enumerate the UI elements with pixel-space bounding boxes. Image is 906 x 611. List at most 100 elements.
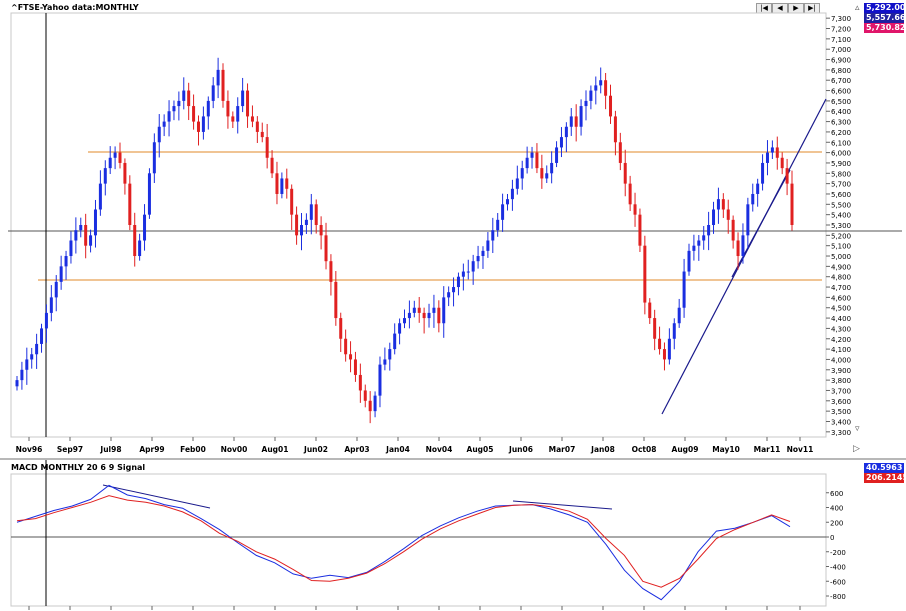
candle-body <box>123 162 127 184</box>
candle-body <box>20 369 24 381</box>
candle-body <box>280 178 284 194</box>
candle-body <box>35 343 39 355</box>
candle-body <box>201 116 205 132</box>
candle-body <box>299 225 303 236</box>
candle-body <box>726 209 730 220</box>
price-x-tick-label: Jun06 <box>508 445 533 454</box>
candle-body <box>15 380 19 387</box>
signal-line <box>16 495 791 588</box>
candle-body <box>741 235 745 257</box>
candle-body <box>89 235 93 246</box>
price-y-tick-label: 6,700 <box>831 77 851 85</box>
candle-body <box>584 100 588 107</box>
price-y-tick-label: 6,000 <box>831 150 851 158</box>
candle-body <box>712 209 716 225</box>
candle-body <box>790 183 794 225</box>
candle-body <box>211 85 215 101</box>
macd-value-badge: 40.5963 <box>864 463 904 473</box>
price-y-tick-label: 6,200 <box>831 129 851 137</box>
candle-body <box>329 261 333 282</box>
candle-body <box>456 276 460 288</box>
time-scroll-icon[interactable]: ▷ <box>853 444 860 454</box>
candle-body <box>388 349 392 360</box>
candle-body <box>54 281 58 298</box>
macd-line <box>16 484 791 601</box>
price-y-tick-label: 6,400 <box>831 108 851 116</box>
candle-body <box>196 121 200 132</box>
macd-chart-svg: 600 400 200 0 -200 -400 -600 -800 <box>10 460 846 610</box>
candle-body <box>604 80 608 96</box>
candlestick-series <box>15 57 794 424</box>
candle-body <box>736 240 740 257</box>
candle-body <box>363 390 367 401</box>
candle-body <box>290 188 294 215</box>
price-chart-panel[interactable]: ^FTSE-Yahoo data:MONTHLY |◀ ◀ ▶ ▶| ▵ ▿ ▷… <box>0 0 906 458</box>
last-price-badge: 5,292.00 <box>864 3 906 13</box>
candle-body <box>417 307 421 313</box>
signal-value-badge: 206.2145 <box>864 473 906 483</box>
candle-body <box>69 240 73 257</box>
candle-body <box>84 225 88 246</box>
candle-body <box>344 338 348 355</box>
macd-y-tick-label: -800 <box>830 593 846 601</box>
price-y-tick-label: 4,300 <box>831 325 851 333</box>
price-y-tick-label: 5,100 <box>831 243 851 251</box>
macd-y-tick-label: -400 <box>830 564 846 572</box>
candle-body <box>368 400 372 412</box>
candle-body <box>103 168 107 184</box>
candle-body <box>775 147 779 158</box>
candle-body <box>535 152 539 169</box>
candle-body <box>30 354 34 360</box>
price-y-tick-label: 4,000 <box>831 356 851 364</box>
price-y-tick-label: 5,800 <box>831 170 851 178</box>
price-y-tick-label: 6,500 <box>831 98 851 106</box>
candle-body <box>471 261 475 272</box>
scroll-down-icon[interactable]: ▿ <box>855 424 860 434</box>
candle-body <box>275 173 279 194</box>
candle-body <box>687 250 691 272</box>
price-y-tick-label: 5,400 <box>831 212 851 220</box>
candle-body <box>221 69 225 101</box>
candle-body <box>118 152 122 163</box>
candle-body <box>187 90 191 107</box>
candle-body <box>108 157 112 169</box>
price-x-tick-label: Nov96 <box>16 445 43 454</box>
candle-body <box>285 178 289 189</box>
price-x-tick-label: Sep97 <box>57 445 83 454</box>
candle-body <box>49 297 53 313</box>
price-x-tick-label: Aug01 <box>262 445 289 454</box>
candle-body <box>270 157 274 174</box>
candle-body <box>599 80 603 86</box>
candle-body <box>702 235 706 241</box>
candle-body <box>113 152 117 158</box>
price-y-tick-label: 3,700 <box>831 387 851 395</box>
price-x-tick-label: Jan04 <box>385 445 410 454</box>
candle-body <box>412 307 416 313</box>
candle-body <box>731 219 735 241</box>
panel-divider[interactable] <box>0 458 906 460</box>
candle-body <box>579 106 583 127</box>
price-y-tick-label: 5,700 <box>831 181 851 189</box>
price-x-tick-label: Jul98 <box>99 445 121 454</box>
candle-body <box>407 312 411 319</box>
macd-plot-frame <box>10 473 827 607</box>
macd-y-tick-label: 0 <box>830 534 834 542</box>
candle-body <box>128 183 132 225</box>
candle-body <box>643 245 647 303</box>
candle-body <box>520 168 524 179</box>
price-y-tick-label: 3,600 <box>831 398 851 406</box>
price-y-tick-label: 6,300 <box>831 119 851 127</box>
macd-panel[interactable]: MACD MONTHLY 20 6 9 Signal 40.5963 206.2… <box>0 460 906 611</box>
candle-body <box>530 152 534 158</box>
candle-body <box>403 318 406 324</box>
candle-body <box>265 137 269 158</box>
candle-body <box>707 225 711 236</box>
candle-body <box>314 204 318 225</box>
candle-body <box>618 142 622 163</box>
candle-body <box>515 178 519 189</box>
candle-body <box>432 307 436 313</box>
scroll-up-icon[interactable]: ▵ <box>855 3 860 13</box>
candle-body <box>564 126 568 138</box>
trend-line-break <box>731 169 791 278</box>
